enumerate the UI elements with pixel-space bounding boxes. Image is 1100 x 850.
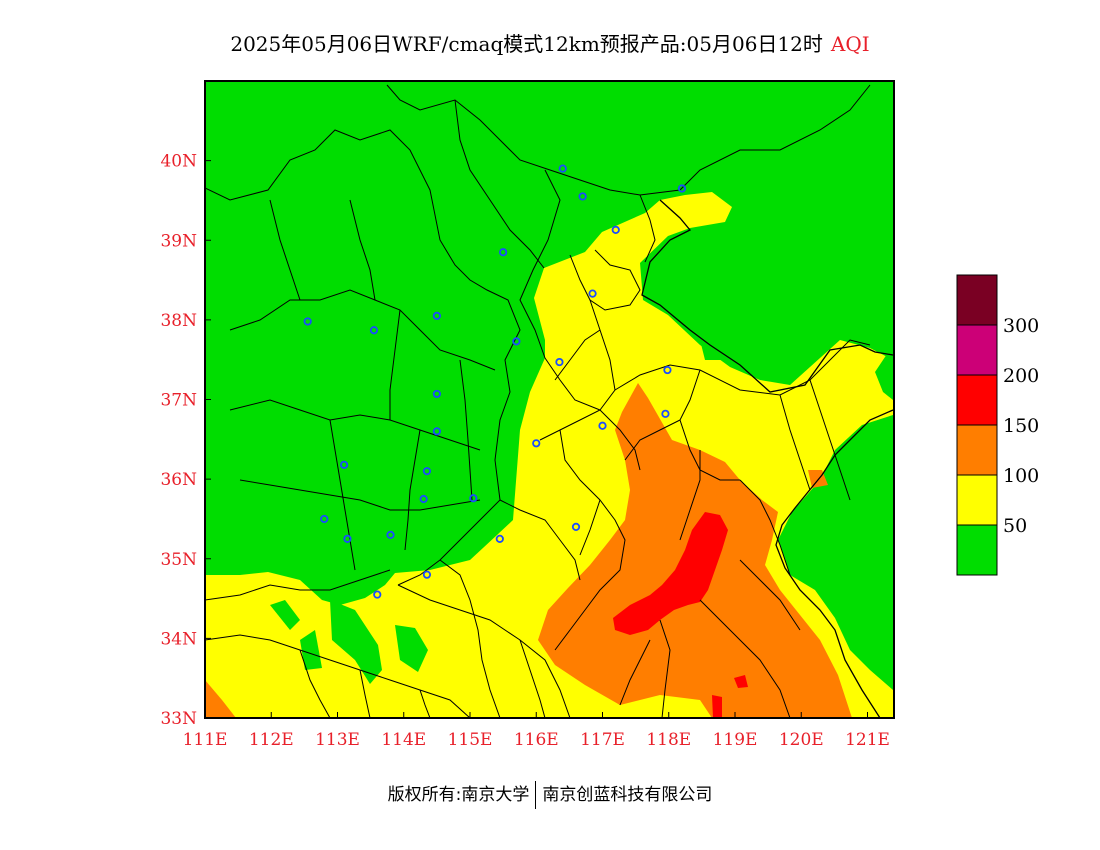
x-tick-label: 113E: [315, 730, 360, 750]
aqi-region-unhealthy: [613, 512, 728, 635]
coastline: [641, 199, 894, 718]
x-axis: 111E 112E 113E 114E 115E 116E 117E 118E 119E 120E…: [183, 712, 890, 750]
title-variable: AQI: [830, 32, 870, 56]
city-marker: [512, 337, 521, 346]
x-tick-label: 111E: [183, 730, 228, 750]
legend-label: 200: [1003, 365, 1039, 387]
aqi-region-good: [778, 415, 893, 690]
city-markers: [303, 164, 687, 599]
legend-label: 100: [1003, 465, 1039, 487]
aqi-legend: 300 200 150 100 50: [956, 274, 1039, 576]
aqi-region-good: [205, 520, 280, 575]
footer-company: 南京创蓝科技有限公司: [542, 785, 713, 805]
y-tick-label: 34N: [160, 629, 197, 649]
y-axis: 33N 34N 35N 36N 37N 38N 39N 40N: [160, 152, 211, 729]
aqi-region-unhealthy: [712, 695, 722, 718]
city-marker: [499, 248, 508, 257]
city-marker: [343, 534, 352, 543]
aqi-region-unhealthy: [734, 675, 748, 688]
city-marker: [677, 184, 687, 193]
legend-swatch: [956, 424, 998, 476]
x-tick-label: 116E: [514, 730, 559, 750]
aqi-region-good: [700, 330, 738, 360]
legend-swatch: [956, 274, 998, 326]
city-marker: [432, 389, 441, 399]
aqi-region-good: [875, 345, 893, 400]
aqi-field: [205, 81, 894, 718]
x-tick-label: 115E: [448, 730, 493, 750]
footer-separator: [535, 781, 537, 809]
city-marker: [588, 289, 597, 298]
y-tick-label: 39N: [160, 231, 197, 251]
aqi-region-usg: [205, 680, 236, 718]
copyright-footer: 版权所有:南京大学 南京创蓝科技有限公司: [0, 780, 1100, 809]
x-tick-label: 117E: [580, 730, 625, 750]
city-marker: [571, 522, 581, 532]
legend-swatch: [956, 524, 998, 576]
map-title: 2025年05月06日WRF/cmaq模式12km预报产品:05月06日12时 A…: [0, 28, 1100, 57]
x-tick-label: 120E: [779, 730, 824, 750]
x-tick-label: 118E: [646, 730, 691, 750]
legend-swatch: [956, 374, 998, 426]
city-marker: [432, 311, 441, 320]
city-marker: [422, 467, 432, 476]
city-marker: [495, 534, 504, 543]
city-marker: [422, 570, 432, 579]
x-tick-label: 114E: [381, 730, 426, 750]
city-marker: [340, 460, 349, 469]
aqi-region-good: [395, 625, 428, 672]
legend-swatch: [956, 474, 998, 526]
city-marker: [432, 427, 441, 436]
y-tick-label: 36N: [160, 470, 197, 490]
y-tick-label: 37N: [160, 391, 197, 411]
city-marker: [369, 326, 379, 335]
title-main: 2025年05月06日WRF/cmaq模式12km预报产品:05月06日12时: [230, 32, 823, 56]
city-marker: [598, 421, 607, 430]
x-tick-label: 119E: [713, 730, 758, 750]
city-marker: [555, 357, 564, 367]
city-marker: [578, 192, 587, 201]
y-tick-label: 40N: [160, 152, 197, 172]
city-marker: [558, 164, 567, 173]
aqi-region-good: [330, 600, 382, 684]
admin-boundaries: [205, 84, 871, 718]
legend-label: 300: [1003, 315, 1039, 337]
legend-swatch: [956, 324, 998, 376]
city-marker: [386, 530, 395, 539]
city-marker: [320, 514, 329, 524]
y-tick-label: 35N: [160, 550, 197, 570]
aqi-region-good: [300, 630, 322, 670]
x-tick-label: 121E: [845, 730, 890, 750]
city-marker: [373, 590, 382, 599]
aqi-region-good: [270, 600, 300, 630]
city-marker: [663, 365, 672, 375]
x-tick-label: 112E: [249, 730, 294, 750]
y-tick-label: 38N: [160, 311, 197, 331]
footer-copyright: 版权所有:南京大学: [387, 785, 530, 805]
legend-label: 50: [1003, 515, 1027, 537]
legend-label: 150: [1003, 415, 1039, 437]
city-marker: [303, 317, 312, 326]
city-marker: [419, 494, 428, 504]
city-marker: [611, 225, 620, 234]
y-tick-label: 33N: [160, 709, 197, 729]
city-marker: [532, 439, 541, 448]
city-marker: [661, 409, 670, 418]
city-marker: [469, 494, 478, 503]
